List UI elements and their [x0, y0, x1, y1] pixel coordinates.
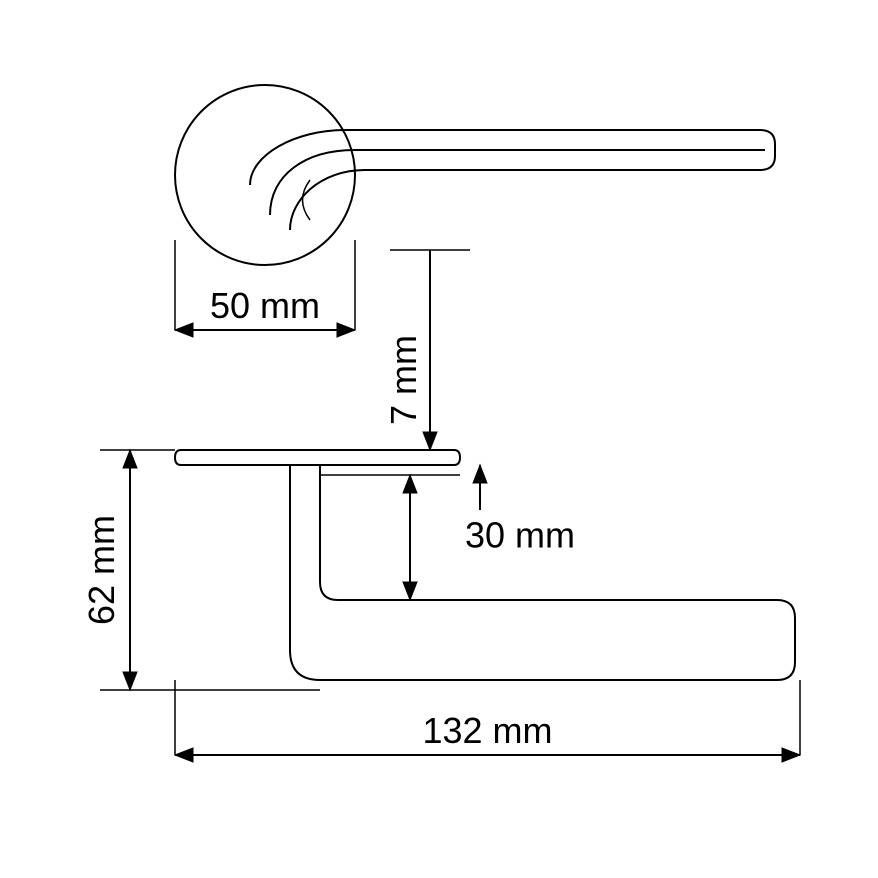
rose-outline — [175, 85, 355, 265]
technical-drawing: 50 mm 7 mm 30 mm 62 mm 132 mm — [0, 0, 878, 878]
dim-132mm: 132 mm — [422, 710, 552, 751]
dim-7mm: 7 mm — [383, 335, 424, 425]
dim-50mm: 50 mm — [210, 285, 320, 326]
dim-30mm: 30 mm — [465, 515, 575, 556]
dim-62mm: 62 mm — [81, 515, 122, 625]
